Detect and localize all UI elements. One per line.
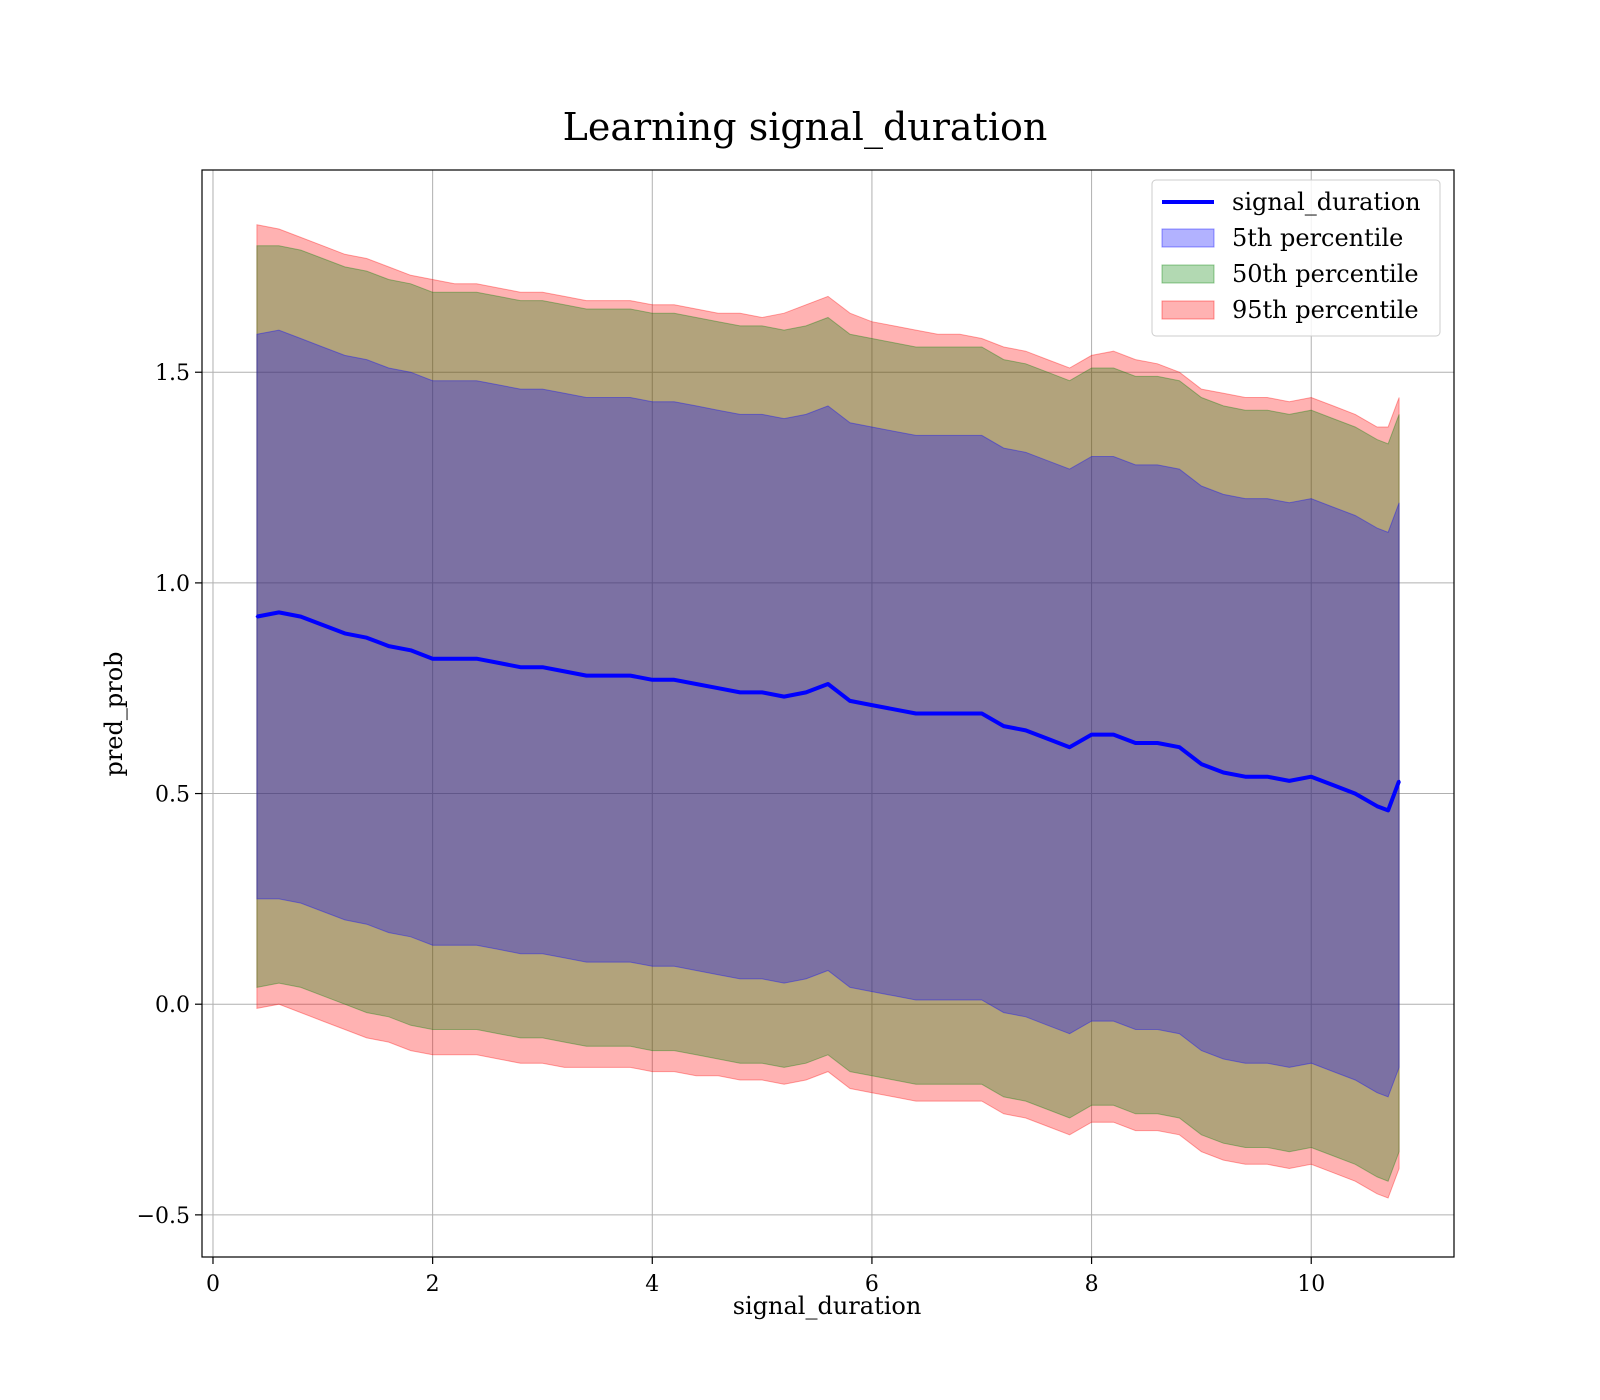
line-point bbox=[1200, 762, 1203, 766]
line-point bbox=[629, 674, 632, 677]
y-tick-label: 1.5 bbox=[155, 361, 190, 386]
band-5th-percentile bbox=[256, 329, 1400, 1098]
x-tick-label: 10 bbox=[1297, 1272, 1325, 1297]
line-point bbox=[738, 691, 742, 694]
line-point bbox=[1310, 775, 1313, 778]
line-point bbox=[1156, 741, 1159, 745]
line-point bbox=[1331, 783, 1335, 787]
legend: signal_duration 5th percentile 50th percen… bbox=[1151, 179, 1441, 337]
axis-ticks: 0 2 4 6 8 10 −0.5 0.0 0.5 1.0 1.5 bbox=[137, 361, 1326, 1297]
line-point bbox=[1222, 771, 1225, 774]
line-point bbox=[1090, 733, 1093, 736]
line-point bbox=[870, 703, 874, 707]
line-point bbox=[782, 695, 786, 698]
y-tick-label: −0.5 bbox=[137, 1204, 190, 1229]
line-point bbox=[321, 623, 325, 627]
line-point bbox=[1002, 724, 1005, 728]
y-tick-label: 1.0 bbox=[155, 572, 190, 597]
series-line-signal-duration bbox=[256, 610, 1401, 813]
line-point bbox=[1046, 737, 1049, 740]
line-point bbox=[365, 636, 368, 639]
line-point bbox=[1112, 733, 1115, 736]
line-point bbox=[453, 657, 456, 660]
line-point bbox=[760, 691, 764, 694]
line-point bbox=[892, 708, 896, 711]
line-point bbox=[848, 699, 852, 703]
line-point bbox=[475, 657, 478, 660]
band-95th-percentile bbox=[256, 224, 1400, 1199]
line-point bbox=[1397, 779, 1401, 783]
line-point bbox=[958, 712, 961, 715]
line-point bbox=[519, 665, 522, 669]
x-tick-label: 0 bbox=[206, 1272, 220, 1297]
line-point bbox=[1134, 741, 1137, 745]
line-point bbox=[299, 615, 303, 618]
line-point bbox=[980, 712, 983, 715]
line-point bbox=[255, 615, 259, 618]
chart-title: Learning signal_duration bbox=[563, 105, 1048, 150]
line-point bbox=[277, 611, 281, 614]
legend-patch-swatch bbox=[1161, 300, 1215, 320]
percentile-bands bbox=[256, 224, 1400, 1199]
series-lines bbox=[255, 610, 1401, 813]
line-point bbox=[673, 678, 676, 681]
line-point bbox=[343, 632, 346, 635]
line-point bbox=[563, 670, 566, 673]
x-tick-label: 6 bbox=[865, 1272, 879, 1297]
band-50th-percentile bbox=[256, 245, 1400, 1182]
line-point bbox=[695, 682, 698, 686]
y-tick-label: 0.0 bbox=[155, 993, 190, 1018]
line-point bbox=[1266, 775, 1269, 778]
line-point bbox=[1024, 729, 1027, 732]
line-point bbox=[804, 691, 808, 694]
line-point bbox=[607, 674, 610, 677]
x-axis-label: signal_duration bbox=[733, 1292, 922, 1320]
line-point bbox=[1178, 746, 1181, 749]
x-tick-label: 4 bbox=[645, 1272, 659, 1297]
line-point bbox=[585, 674, 588, 677]
line-point bbox=[1244, 775, 1247, 778]
line-point bbox=[409, 649, 412, 652]
line-point bbox=[1288, 779, 1291, 783]
line-point bbox=[936, 712, 940, 715]
line-point bbox=[651, 678, 654, 681]
legend-patch-swatch bbox=[1161, 264, 1215, 284]
legend-label: signal_duration bbox=[1232, 188, 1421, 216]
y-axis-label: pred_prob bbox=[100, 651, 128, 776]
line-point bbox=[541, 665, 544, 669]
legend-patch-swatch bbox=[1161, 228, 1215, 248]
x-tick-label: 2 bbox=[426, 1272, 440, 1297]
grid bbox=[202, 170, 1454, 1257]
line-point bbox=[387, 644, 390, 648]
plot-frame bbox=[201, 169, 1455, 1258]
line-point bbox=[431, 657, 434, 660]
line-point bbox=[1375, 804, 1379, 808]
legend-label: 5th percentile bbox=[1232, 224, 1403, 252]
y-tick-label: 0.5 bbox=[155, 783, 190, 808]
line-point bbox=[716, 687, 720, 690]
line-point bbox=[826, 682, 830, 686]
line-point bbox=[1386, 809, 1390, 812]
legend-label: 95th percentile bbox=[1232, 296, 1419, 324]
line-point bbox=[1068, 746, 1071, 749]
line-point bbox=[1353, 792, 1357, 795]
legend-label: 50th percentile bbox=[1232, 260, 1419, 288]
legend-box bbox=[1151, 179, 1441, 337]
line-point bbox=[914, 712, 918, 715]
line-point bbox=[497, 661, 500, 665]
x-tick-label: 8 bbox=[1085, 1272, 1099, 1297]
